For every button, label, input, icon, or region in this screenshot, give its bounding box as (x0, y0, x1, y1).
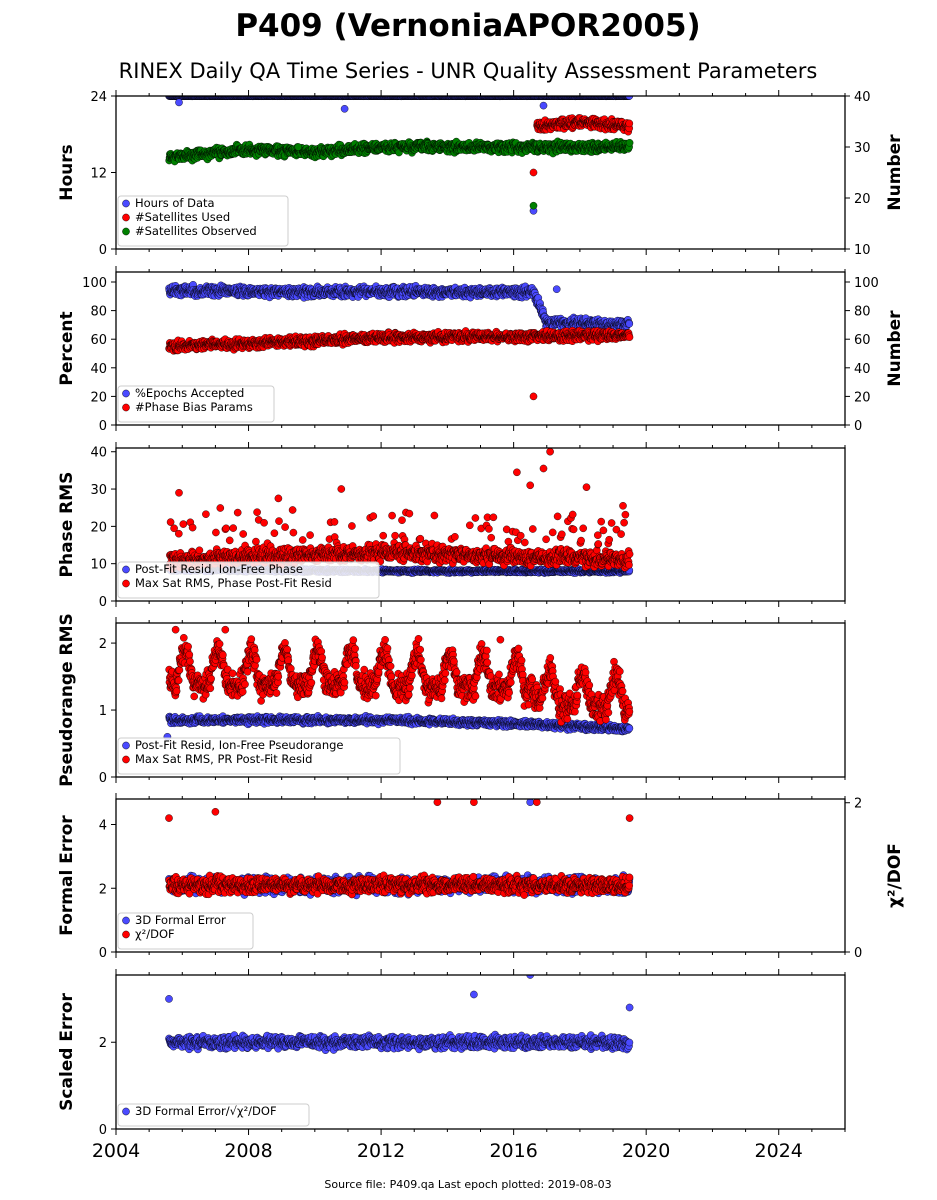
y-tick-label: 24 (90, 90, 107, 105)
data-point (625, 319, 634, 328)
legend-marker (122, 227, 130, 236)
data-point-outlier (529, 201, 538, 210)
y-axis-label-right: Number (885, 134, 905, 211)
panel-data (165, 280, 634, 401)
y-tick-label-right: 10 (854, 243, 871, 258)
legend-box (117, 195, 289, 247)
series-3 (165, 137, 634, 210)
legend-marker (122, 199, 130, 208)
data-point (625, 119, 634, 128)
data-point-outlier (539, 101, 548, 110)
y-axis-label: Hours (57, 144, 77, 201)
y-tick-label-right: 40 (854, 90, 871, 105)
figure-subtitle: RINEX Daily QA Time Series - UNR Quality… (119, 59, 818, 83)
legend: Hours of Data#Satellites Used#Satellites… (117, 195, 289, 247)
y-tick-label: 0 (99, 243, 107, 258)
series-2 (529, 114, 634, 177)
panel-data (165, 96, 634, 215)
legend-entry: Hours of Data (135, 196, 215, 210)
legend-entry: #Satellites Observed (135, 224, 257, 238)
figure-title: P409 (VernoniaAPOR2005) (235, 8, 700, 44)
legend-entry: #Satellites Used (135, 210, 230, 224)
y-tick-label-right: 20 (854, 192, 871, 207)
data-point-outlier (340, 105, 349, 113)
data-point (625, 138, 634, 147)
y-tick-label-right: 30 (854, 141, 871, 156)
data-point-outlier (529, 168, 538, 177)
y-tick-label: 12 (90, 167, 107, 182)
series-1 (165, 96, 634, 215)
legend-marker (122, 213, 130, 222)
data-point-outlier (552, 285, 561, 294)
data-point-outlier (294, 143, 303, 151)
data-point-outlier (175, 98, 183, 107)
